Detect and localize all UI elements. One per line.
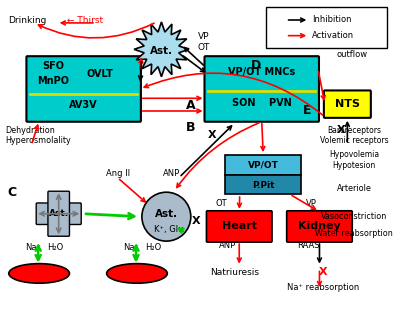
Text: E: E [303, 104, 312, 117]
Text: Ang II: Ang II [106, 168, 130, 178]
FancyBboxPatch shape [48, 191, 70, 236]
Text: Ast.: Ast. [49, 209, 69, 218]
Text: SON    PVN: SON PVN [232, 98, 292, 108]
Text: VP/OT: VP/OT [248, 160, 279, 169]
Text: Ast.: Ast. [155, 209, 178, 219]
FancyBboxPatch shape [324, 90, 371, 118]
Text: Heart: Heart [222, 222, 257, 232]
FancyBboxPatch shape [206, 211, 272, 242]
FancyBboxPatch shape [26, 56, 141, 122]
Ellipse shape [9, 264, 70, 283]
Polygon shape [134, 22, 189, 77]
Text: OT: OT [215, 199, 227, 208]
Text: Sympathetic
outflow: Sympathetic outflow [326, 40, 379, 59]
FancyBboxPatch shape [204, 56, 319, 122]
Text: VP: VP [198, 32, 209, 41]
Text: Drinking: Drinking [8, 16, 46, 25]
Text: Hypovolemia
Hypotesion: Hypovolemia Hypotesion [329, 150, 379, 170]
Text: ANP: ANP [219, 241, 236, 250]
Text: Dehydration
Hyperosmolality: Dehydration Hyperosmolality [5, 126, 71, 145]
FancyBboxPatch shape [287, 211, 352, 242]
Text: Na⁺: Na⁺ [26, 243, 42, 252]
Text: D: D [250, 59, 261, 72]
Text: AV3V: AV3V [69, 100, 98, 110]
Text: Baroreceptors
Volemic receptors: Baroreceptors Volemic receptors [320, 126, 388, 145]
Text: NTS: NTS [335, 99, 360, 109]
Text: OVLT: OVLT [86, 69, 113, 79]
Text: Na⁺ reabsorption: Na⁺ reabsorption [287, 283, 359, 292]
Text: K⁺, Glu: K⁺, Glu [154, 225, 183, 234]
Text: OT: OT [198, 43, 210, 52]
Text: H₂O: H₂O [47, 243, 63, 252]
Text: Inhibition: Inhibition [312, 16, 352, 25]
Text: Natriuresis: Natriuresis [210, 268, 259, 277]
Text: MnPO: MnPO [37, 76, 69, 85]
Ellipse shape [107, 264, 167, 283]
FancyBboxPatch shape [225, 155, 301, 175]
Text: Arteriole: Arteriole [337, 184, 372, 193]
FancyBboxPatch shape [225, 175, 301, 194]
Text: X: X [208, 130, 216, 140]
Text: Kidney: Kidney [298, 222, 341, 232]
Text: P.Pit: P.Pit [252, 181, 274, 190]
Text: RAAS: RAAS [298, 241, 320, 250]
FancyBboxPatch shape [266, 7, 388, 48]
Circle shape [142, 192, 191, 241]
Text: B: B [186, 120, 196, 134]
Text: Vasoconstriction: Vasoconstriction [321, 212, 387, 221]
Text: ANP: ANP [164, 168, 181, 178]
Text: Water reabsorption: Water reabsorption [315, 229, 393, 238]
Text: X: X [192, 217, 200, 227]
Text: X: X [319, 267, 328, 277]
FancyBboxPatch shape [36, 203, 81, 225]
Text: Ast.: Ast. [150, 46, 173, 56]
Text: Activation: Activation [312, 31, 354, 40]
Text: ← Thirst: ← Thirst [66, 16, 103, 25]
Text: SFO: SFO [42, 61, 64, 71]
Text: H₂O: H₂O [145, 243, 161, 252]
Text: C: C [8, 186, 17, 199]
Text: VP/OT MNCs: VP/OT MNCs [228, 67, 295, 77]
Text: A: A [186, 99, 196, 112]
Text: Na⁺: Na⁺ [123, 243, 139, 252]
Text: X: X [336, 125, 345, 135]
Text: VP: VP [306, 199, 317, 208]
